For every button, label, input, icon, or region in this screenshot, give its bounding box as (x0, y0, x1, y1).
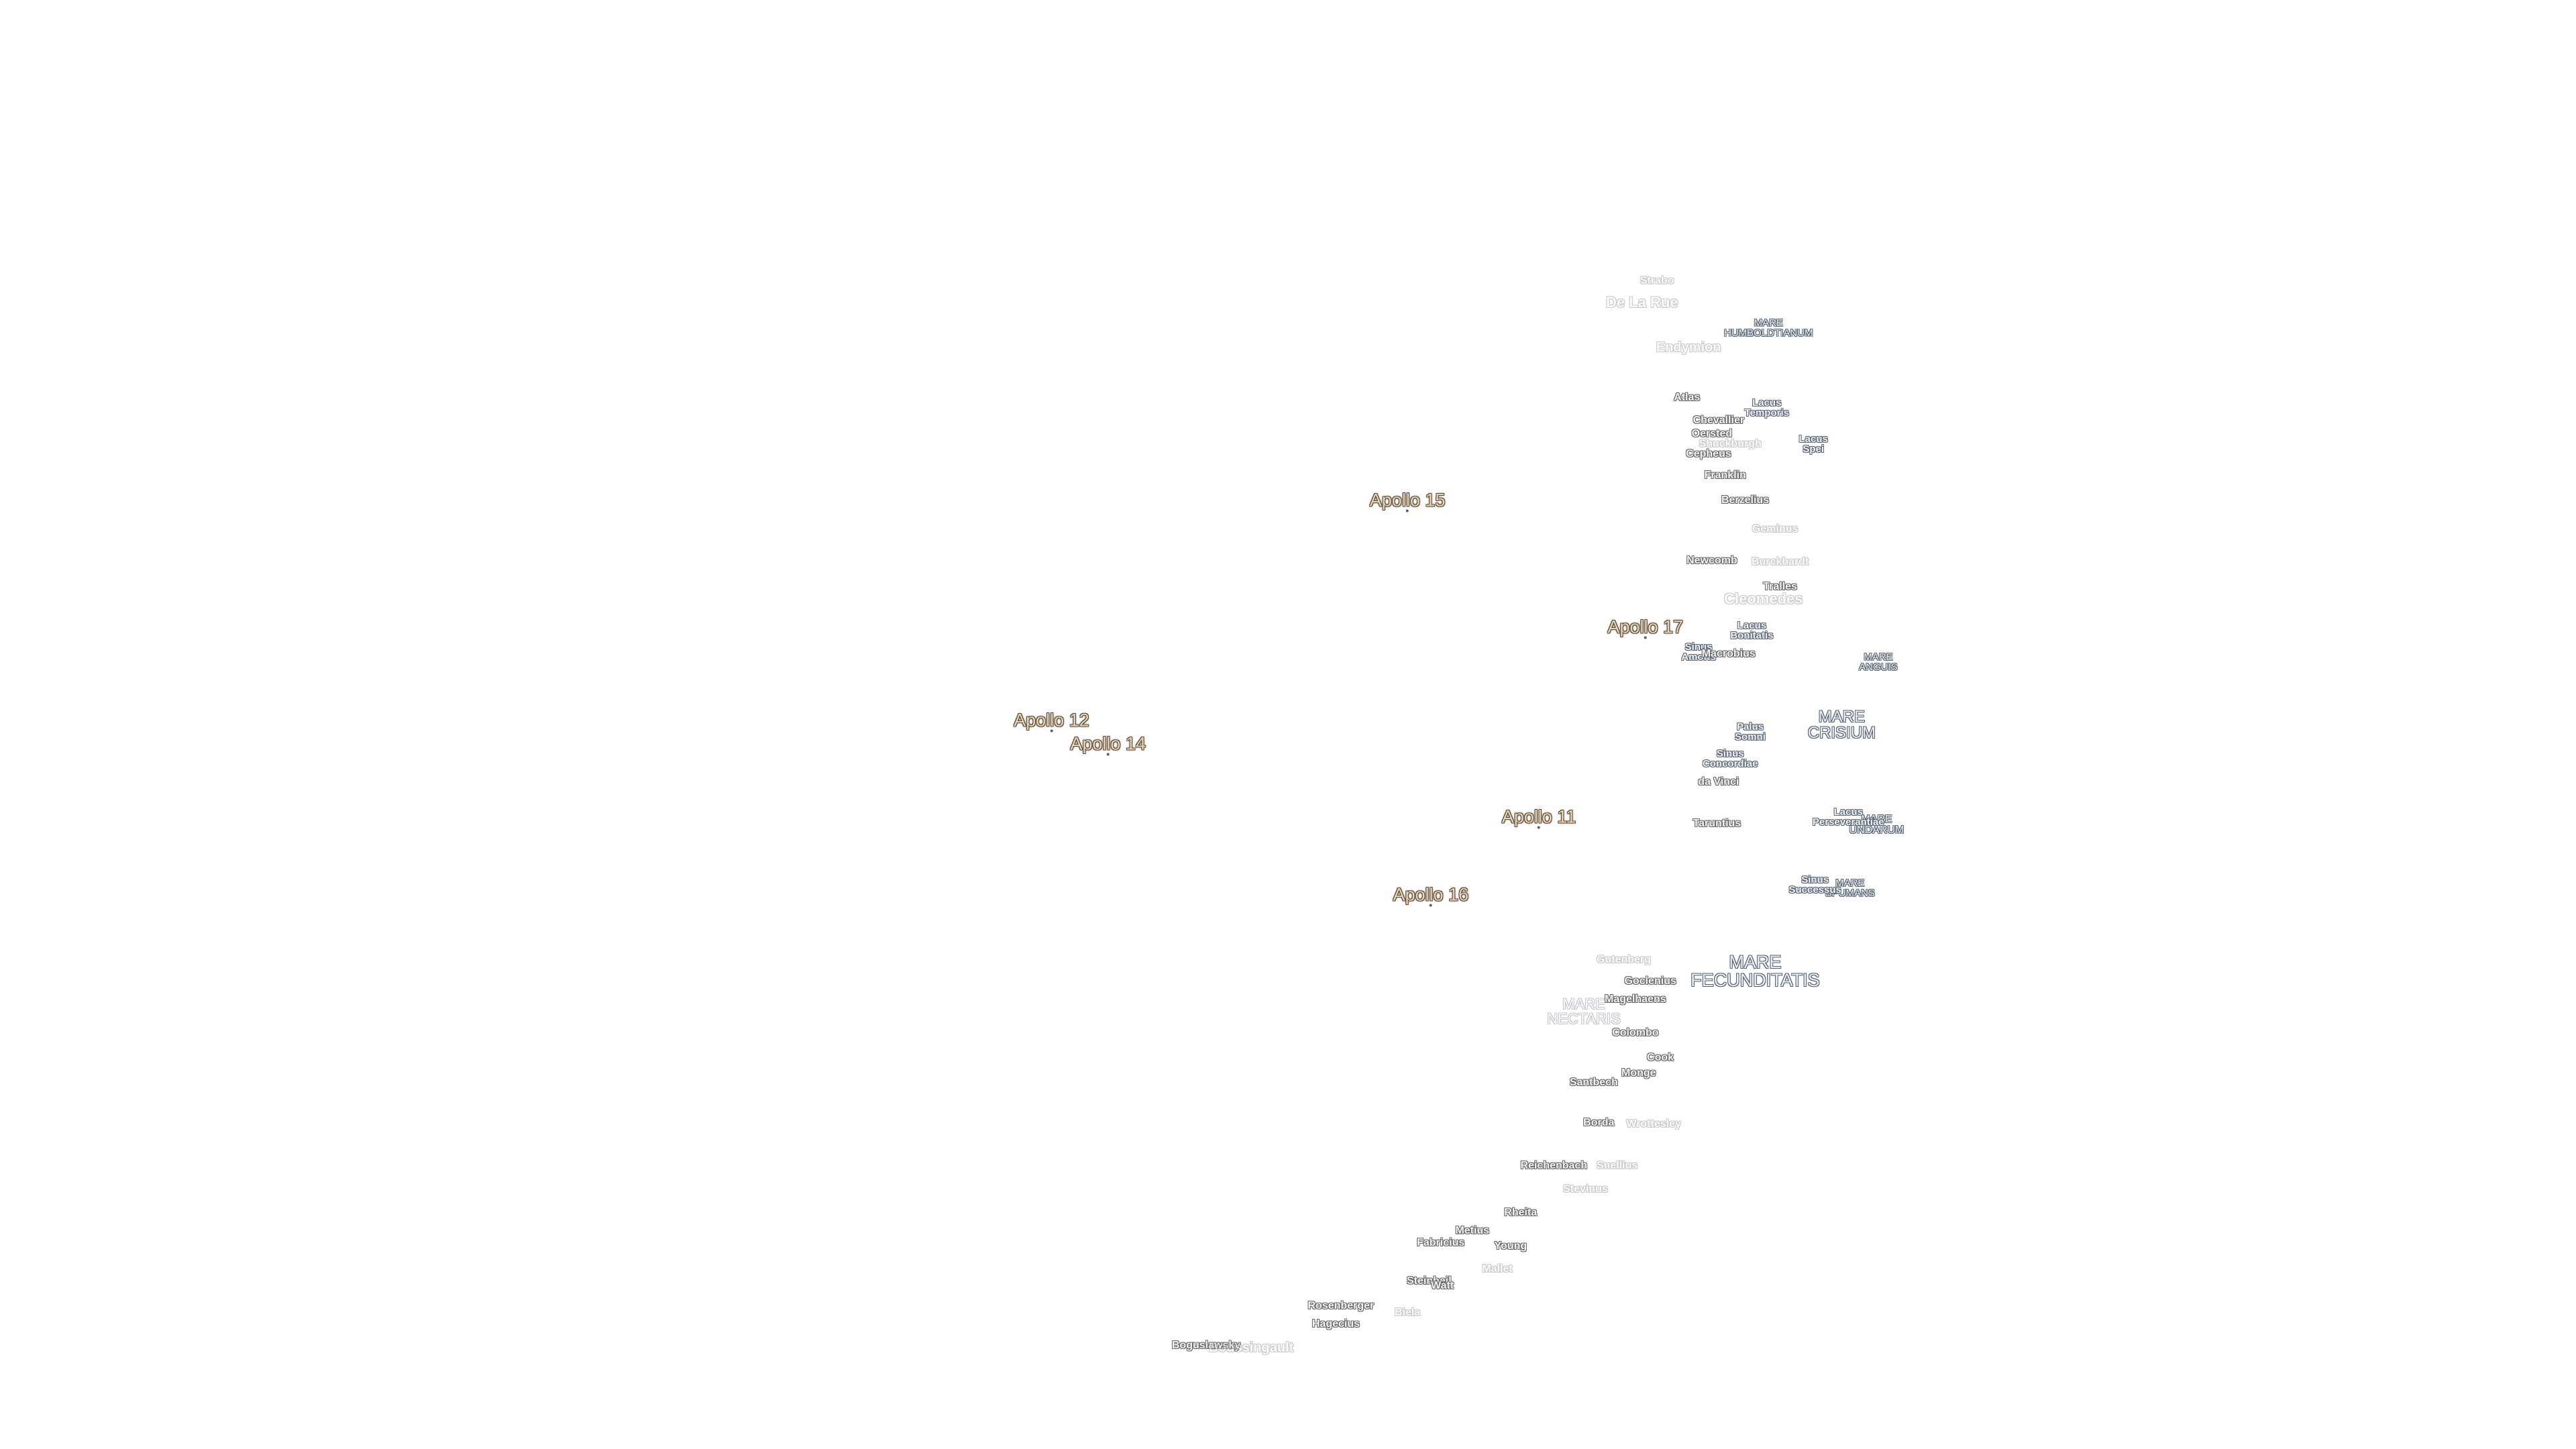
crater-label: Boussingault (1208, 1340, 1294, 1355)
crater-label: Reichenbach (1520, 1160, 1588, 1172)
crater-label: da Vinci (1698, 775, 1739, 788)
lake-label: Lacus Temporis (1744, 396, 1789, 419)
crater-label: Cook (1647, 1052, 1674, 1064)
landing-site-label: Apollo 14 (1070, 733, 1146, 756)
crater-label: Atlas (1674, 391, 1701, 403)
crater-label: Monge (1621, 1067, 1656, 1079)
crater-label: Cleomedes (1724, 590, 1803, 607)
crater-label: Macrobius (1701, 647, 1756, 659)
crater-label: Taruntius (1693, 817, 1741, 829)
lake-label: Lacus Bonitatis (1730, 619, 1774, 641)
landing-site-label: Apollo 16 (1393, 884, 1469, 907)
crater-label: Fabricius (1417, 1236, 1465, 1248)
mare-label: MARE CRISIUM (1807, 708, 1876, 743)
crater-label: Goclenius (1624, 975, 1676, 987)
lake-label: Lacus Spei (1799, 433, 1828, 455)
crater-label: Santbech (1569, 1077, 1618, 1089)
landing-site-label: Apollo 12 (1014, 710, 1089, 733)
crater-label: Geminus (1752, 523, 1799, 535)
mare-label: MARE NECTARIS (1547, 995, 1621, 1027)
mare-label: MARE FECUNDITATIS (1690, 952, 1820, 991)
crater-label: Young (1494, 1240, 1527, 1252)
mare-label: MARE HUMBOLDTIANUM (1723, 317, 1813, 339)
landing-site-label: Apollo 17 (1607, 616, 1684, 639)
crater-label: Rosenberger (1307, 1299, 1375, 1311)
crater-label: Shuckburgh (1699, 438, 1762, 450)
crater-label: Franklin (1704, 470, 1746, 482)
crater-label: Endymion (1656, 340, 1721, 356)
crater-label: Magelhaens (1605, 994, 1666, 1006)
crater-label: Snellius (1596, 1160, 1638, 1172)
crater-label: Burckhardt (1751, 556, 1809, 568)
crater-label: Boguslawsky (1171, 1340, 1241, 1352)
crater-label: Metius (1455, 1225, 1490, 1237)
crater-label: Chevallier (1693, 415, 1745, 427)
crater-label: Rheita (1504, 1206, 1538, 1218)
crater-label: Watt (1431, 1280, 1454, 1292)
crater-label: Cepheus (1686, 448, 1731, 460)
crater-label: Steinheil (1406, 1275, 1452, 1287)
crater-label: Borda (1583, 1117, 1615, 1128)
crater-label: De La Rue (1605, 294, 1678, 311)
crater-label: Tralles (1763, 581, 1797, 593)
crater-label: Berzelius (1721, 494, 1770, 506)
crater-label: Newcomb (1686, 554, 1737, 566)
mare-label: MARE UNDARUM (1849, 814, 1904, 837)
lake-label: Sinus Successus (1788, 874, 1841, 896)
crater-label: Wrottesley (1626, 1118, 1681, 1130)
crater-label: Hagecius (1311, 1318, 1360, 1330)
lake-label: Sinus Amoris (1681, 641, 1716, 663)
lake-label: Lacus Perseverantiae (1812, 806, 1884, 828)
crater-label: Mallet (1482, 1263, 1513, 1275)
crater-label: Colombo (1612, 1027, 1659, 1039)
crater-label: Stevinus (1563, 1183, 1608, 1195)
crater-label: Biela (1394, 1306, 1421, 1318)
landing-site-label: Apollo 15 (1369, 490, 1446, 513)
lake-label: Palus Somni (1735, 721, 1766, 743)
mare-label: MARE ANGUIS (1859, 651, 1898, 674)
crater-label: Gutenberg (1597, 953, 1651, 965)
lake-label: Sinus Concordiae (1702, 747, 1758, 769)
mare-label: MARE SPUMANS (1825, 877, 1875, 900)
crater-label: Oersted (1691, 428, 1733, 440)
crater-label: Strabo (1640, 275, 1674, 287)
landing-site-label: Apollo 11 (1501, 806, 1576, 829)
